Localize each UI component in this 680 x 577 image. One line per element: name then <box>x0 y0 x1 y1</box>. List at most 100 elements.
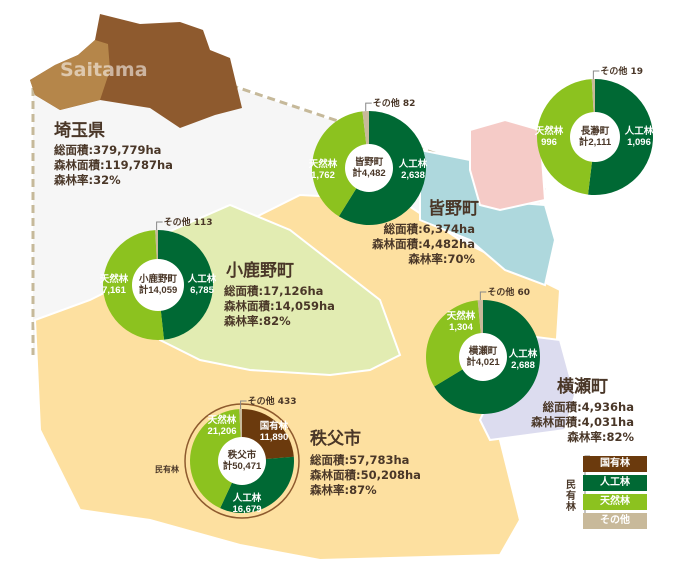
ogano-planted-label: 人工林 6,785 <box>188 274 217 296</box>
chichibu-info: 総面積:57,783ha 森林面積:50,208ha 森林率:87% <box>310 453 421 498</box>
total-area: 総面積:379,779ha <box>54 143 162 157</box>
nagatoro-other-leader <box>592 70 600 80</box>
ogano-natural-label: 天然林 7,161 <box>100 274 129 296</box>
prefecture-name: 埼玉県 <box>54 121 105 141</box>
region-ogano <box>148 203 402 377</box>
chichibu-region-shape <box>30 40 110 110</box>
minano-planted-label: 人工林 2,638 <box>399 159 428 181</box>
minano-donut-hole <box>345 144 393 192</box>
minano-slice-natural <box>312 111 369 217</box>
forest-rate: 森林率:82% <box>567 430 634 444</box>
minano-name: 皆野町 <box>428 199 479 219</box>
minano-other-leader <box>365 102 372 112</box>
legend-other: その他 <box>583 513 647 529</box>
chichibu-planted-label: 人工林 16,679 <box>232 493 261 515</box>
yokoze-center-label-line: 横瀬町 <box>468 346 498 357</box>
forest-area: 森林面積:4,031ha <box>531 415 634 429</box>
prefecture-info: 総面積:379,779ha 森林面積:119,787ha 森林率:32% <box>54 143 173 188</box>
total-area: 総面積:6,374ha <box>383 222 475 236</box>
ogano-planted-label-line: 6,785 <box>190 285 214 296</box>
nagatoro-planted-label-line: 人工林 <box>624 126 654 137</box>
nagatoro-natural-label-line: 996 <box>541 137 557 148</box>
ogano-other-label: その他 113 <box>163 218 213 229</box>
forest-rate: 森林率:70% <box>408 252 475 266</box>
region-nagatoro <box>469 118 547 212</box>
forest-area: 森林面積:14,059ha <box>224 299 335 313</box>
forest-rate: 森林率:82% <box>224 314 291 328</box>
nagatoro-slice-planted <box>588 79 653 195</box>
yokoze-natural-label: 天然林 1,304 <box>447 311 476 333</box>
chichibu-natural-label-line: 21,206 <box>207 426 237 437</box>
chichibu-national-label-line: 国有林 <box>259 421 289 432</box>
chichibu-planted-label-line: 人工林 <box>232 493 262 504</box>
ogano-center-label-line: 小鹿野町 <box>138 274 177 285</box>
total-area: 総面積:57,783ha <box>310 453 410 467</box>
nagatoro-planted-label-line: 1,096 <box>627 137 651 148</box>
minano-other-label: その他 82 <box>372 99 416 110</box>
chichibu-donut-hole <box>218 437 266 485</box>
forest-area: 森林面積:4,482ha <box>372 237 475 251</box>
minano-planted-label-line: 人工林 <box>398 159 428 170</box>
yokoze-donut-hole <box>459 333 507 381</box>
ogano-planted-label-line: 人工林 <box>187 274 217 285</box>
saitama-label: Saitama <box>60 59 148 81</box>
total-area: 総面積:17,126ha <box>224 284 324 298</box>
chichibu-natural-label: 天然林 21,206 <box>207 415 236 437</box>
chichibu-name: 秩父市 <box>310 429 361 449</box>
chichibu-national-label: 国有林 11,890 <box>260 421 289 443</box>
ogano-slice-planted <box>158 230 213 340</box>
chichibu-private-label: 民有林 <box>155 465 179 474</box>
yokoze-other-label: その他 60 <box>487 288 531 299</box>
chichibu-national-label-line: 11,890 <box>259 432 289 443</box>
nagatoro-other-label: その他 19 <box>600 67 644 78</box>
nagatoro-natural-label: 天然林 996 <box>535 126 564 148</box>
chichibu-slice-natural <box>190 409 242 509</box>
forest-area: 森林面積:119,787ha <box>54 158 173 172</box>
yokoze-other-leader <box>479 291 487 301</box>
nagatoro-donut-hole <box>570 112 620 162</box>
nagatoro-natural-label-line: 天然林 <box>534 126 564 137</box>
nagatoro-center-label-line: 長瀞町 <box>580 126 610 137</box>
chichibu-center-label-line: 秩父市 <box>227 450 257 461</box>
minano-center-label-line: 皆野町 <box>354 157 384 168</box>
minano-center-label: 皆野町 計4,482 <box>352 157 385 179</box>
forest-rate: 森林率:32% <box>54 173 121 187</box>
ogano-center-label: 小鹿野町 計14,059 <box>139 274 178 296</box>
minano-center-label-line: 計4,482 <box>352 168 386 179</box>
minano-planted-label-line: 2,638 <box>401 170 425 181</box>
yokoze-natural-label-line: 天然林 <box>446 311 476 322</box>
yokoze-center-label-line: 計4,021 <box>466 357 500 368</box>
ogano-name: 小鹿野町 <box>226 261 294 281</box>
minano-natural-label-line: 天然林 <box>308 159 338 170</box>
chichibu-other-label: その他 433 <box>247 397 297 408</box>
nagatoro-planted-label: 人工林 1,096 <box>625 126 654 148</box>
nagatoro-slice-natural <box>536 79 595 195</box>
chichibu-other-leader <box>240 400 247 410</box>
forest-area: 森林面積:50,208ha <box>310 468 421 482</box>
legend-national: 国有林 <box>583 456 647 472</box>
minano-info: 総面積:6,374ha 森林面積:4,482ha 森林率:70% <box>372 222 475 267</box>
forest-rate: 森林率:87% <box>310 483 377 497</box>
ogano-center-label-line: 計14,059 <box>138 285 178 296</box>
nagatoro-center-label: 長瀞町 計2,111 <box>579 126 611 148</box>
chichibu-center-label-line: 計50,471 <box>222 461 262 472</box>
yokoze-natural-label-line: 1,304 <box>449 322 473 333</box>
chichibu-planted-label-line: 16,679 <box>232 504 262 515</box>
legend-private: 民有林 <box>566 480 576 513</box>
ogano-other-leader <box>156 221 163 231</box>
minano-natural-label-line: 1,762 <box>311 170 335 181</box>
ogano-natural-label-line: 天然林 <box>99 274 129 285</box>
chichibu-center-label: 秩父市 計50,471 <box>223 450 262 472</box>
chichibu-private-ring <box>184 403 300 519</box>
yokoze-info: 総面積:4,936ha 森林面積:4,031ha 森林率:82% <box>531 400 634 445</box>
yokoze-name: 横瀬町 <box>557 377 608 397</box>
ogano-info: 総面積:17,126ha 森林面積:14,059ha 森林率:82% <box>224 284 335 329</box>
minano-natural-label: 天然林 1,762 <box>309 159 338 181</box>
legend-planted: 人工林 <box>583 475 647 491</box>
ogano-donut-hole <box>132 259 184 311</box>
legend-natural: 天然林 <box>583 494 647 510</box>
ogano-natural-label-line: 7,161 <box>102 285 126 296</box>
total-area: 総面積:4,936ha <box>542 400 634 414</box>
